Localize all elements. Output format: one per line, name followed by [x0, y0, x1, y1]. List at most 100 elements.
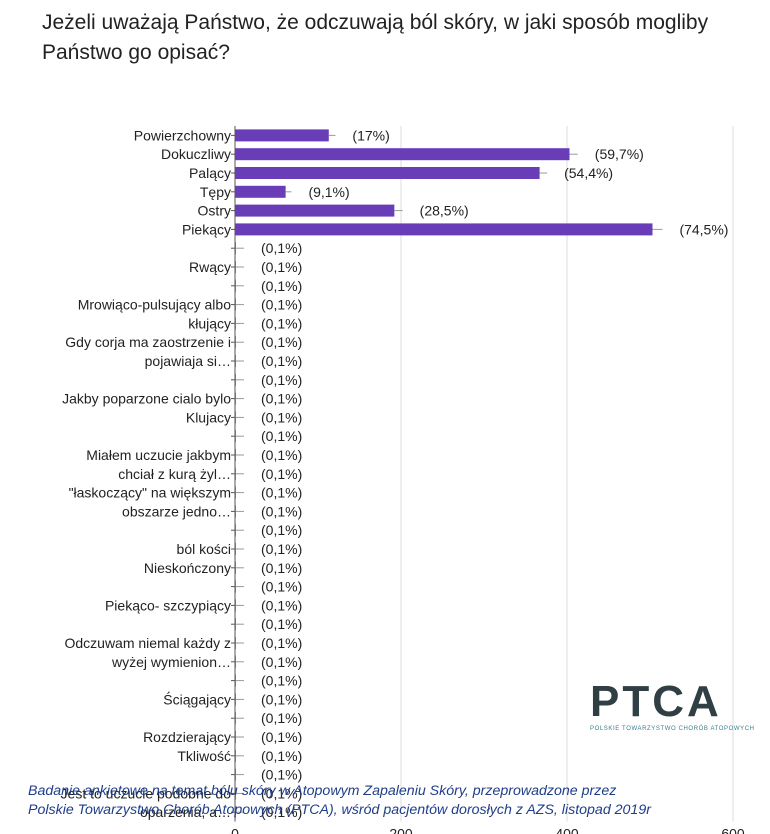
bar	[235, 655, 236, 668]
data-label: (0,1%)	[261, 315, 302, 331]
bar	[235, 449, 236, 461]
category-label: "łaskoczący" na większym	[69, 485, 231, 501]
logo-text: PTCA	[590, 677, 722, 726]
bar	[235, 279, 236, 292]
data-label: (0,1%)	[261, 466, 302, 482]
category-label: Jest to uczucie podobne do	[61, 785, 232, 801]
data-label: (0,1%)	[261, 541, 302, 557]
data-label: (0,1%)	[261, 353, 302, 369]
x-tick-label: 400	[555, 826, 579, 834]
data-label: (0,1%)	[261, 409, 302, 425]
bar	[235, 317, 236, 330]
category-label: Piekący	[182, 221, 231, 237]
category-label: Nieskończony	[144, 560, 231, 576]
category-label: Rwący	[189, 259, 231, 275]
bar	[235, 505, 236, 518]
data-label: (0,1%)	[261, 804, 302, 820]
bar	[235, 355, 236, 367]
category-label: oparzenia, a…	[140, 804, 231, 820]
bar	[235, 430, 236, 443]
footnote-line-2: Polskie Towarzystwo Chorób Atopowych (PT…	[28, 802, 651, 818]
data-label: (0,1%)	[261, 785, 302, 801]
category-label: Tkliwość	[177, 748, 231, 764]
bar	[235, 242, 236, 255]
data-label: (0,1%)	[261, 691, 302, 707]
data-label: (0,1%)	[261, 579, 302, 595]
bar	[235, 561, 236, 574]
data-label: (0,1%)	[261, 616, 302, 632]
bar	[235, 637, 236, 649]
bar	[235, 298, 236, 311]
data-label: (0,1%)	[261, 673, 302, 689]
category-label: Klujacy	[186, 409, 231, 425]
bar	[235, 129, 329, 142]
bar	[235, 185, 286, 198]
x-tick-label: 600	[721, 826, 745, 834]
data-label: (0,1%)	[261, 240, 302, 256]
bar	[235, 674, 236, 687]
category-label: wyżej wymienion…	[111, 654, 231, 670]
category-label: chciał z kurą żyl…	[118, 466, 231, 482]
data-label: (0,1%)	[261, 334, 302, 350]
category-label: Jakby poparzone cialo bylo	[62, 391, 231, 407]
category-label: Dokuczliwy	[161, 146, 231, 162]
bar	[235, 768, 236, 781]
bar	[235, 373, 236, 386]
bar	[235, 392, 236, 405]
category-label: Miałem uczucie jakbym	[86, 447, 231, 463]
data-label: (0,1%)	[261, 485, 302, 501]
data-label: (9,1%)	[308, 184, 349, 200]
category-label: Palący	[189, 165, 231, 181]
data-label: (0,1%)	[261, 597, 302, 613]
category-label: kłujący	[188, 315, 231, 331]
category-label: Mrowiąco-pulsujący albo	[78, 297, 232, 313]
data-label: (0,1%)	[261, 391, 302, 407]
data-label: (0,1%)	[261, 278, 302, 294]
data-label: (59,7%)	[595, 146, 644, 162]
bar	[235, 806, 236, 819]
bar	[235, 749, 236, 762]
data-label: (0,1%)	[261, 372, 302, 388]
data-label: (0,1%)	[261, 297, 302, 313]
footnote: Badanie ankietowe na temat bólu skóry w …	[28, 782, 758, 820]
bar	[235, 599, 236, 612]
category-label: Tępy	[200, 184, 231, 200]
bar	[235, 524, 236, 537]
data-label: (0,1%)	[261, 635, 302, 651]
data-label: (0,1%)	[261, 767, 302, 783]
bar	[235, 148, 570, 161]
data-label: (0,1%)	[261, 522, 302, 538]
logo-subtitle: POLSKIE TOWARZYSTWO CHORÓB ATOPOWYCH	[590, 726, 755, 732]
category-label: Ostry	[198, 203, 231, 219]
chart-title: Jeżeli uważają Państwo, że odczuwają ból…	[42, 11, 709, 64]
bar	[235, 261, 236, 273]
category-label: Ściągający	[163, 690, 231, 707]
data-label: (0,1%)	[261, 447, 302, 463]
bar	[235, 167, 540, 179]
data-label: (0,1%)	[261, 428, 302, 444]
bar	[235, 618, 236, 631]
bar	[235, 467, 236, 480]
data-label: (0,1%)	[261, 729, 302, 745]
data-label: (28,5%)	[420, 203, 469, 219]
data-label: (74,5%)	[679, 221, 728, 237]
category-label: Rozdzierający	[143, 729, 231, 745]
bar	[235, 580, 236, 593]
category-label: Gdy corja ma zaostrzenie i	[65, 334, 231, 350]
x-tick-label: 200	[389, 826, 413, 834]
data-label: (54,4%)	[564, 165, 613, 181]
data-label: (0,1%)	[261, 710, 302, 726]
category-label: ból kości	[177, 541, 231, 557]
data-label: (0,1%)	[261, 748, 302, 764]
x-tick-label: 0	[231, 826, 239, 834]
footnote-line-1: Badanie ankietowe na temat bólu skóry w …	[28, 783, 617, 799]
bar	[235, 543, 236, 555]
category-label: Powierzchowny	[134, 127, 231, 143]
ptca-logo: PTCA POLSKIE TOWARZYSTWO CHORÓB ATOPOWYC…	[590, 677, 755, 740]
data-label: (0,1%)	[261, 560, 302, 576]
bar	[235, 787, 236, 800]
category-label: obszarze jedno…	[122, 503, 231, 519]
data-label: (17%)	[352, 127, 389, 143]
bar	[235, 411, 236, 424]
